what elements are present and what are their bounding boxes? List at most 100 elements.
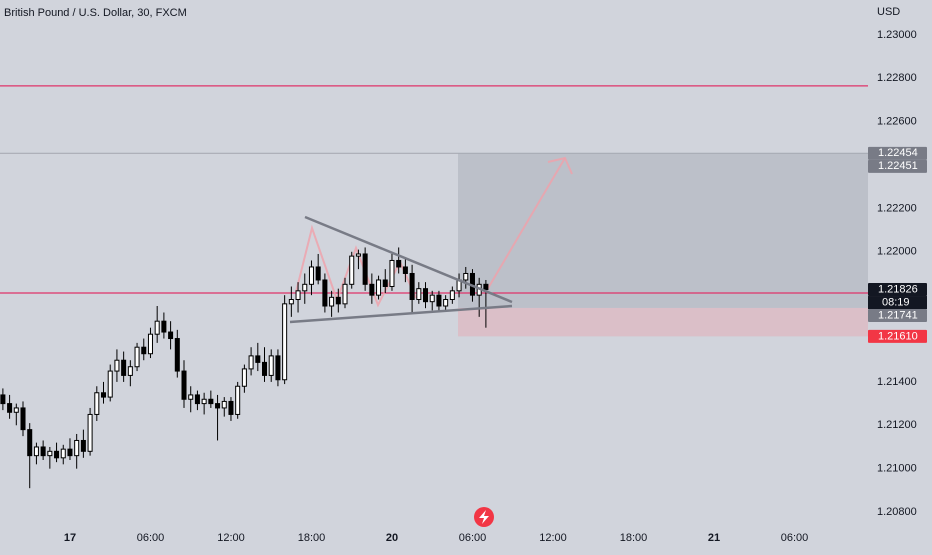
candle-body <box>429 294 435 303</box>
candle-body <box>483 283 489 291</box>
candle-body <box>54 450 60 459</box>
candle-body <box>40 446 46 457</box>
candle-body <box>308 266 314 285</box>
target-zone <box>458 153 868 308</box>
candle-body <box>436 294 442 307</box>
candle-body <box>141 346 147 355</box>
candle-body <box>382 279 388 287</box>
candle-body <box>389 259 395 287</box>
candle-body <box>168 331 174 340</box>
candle-body <box>181 370 187 400</box>
stop-zone <box>458 307 868 337</box>
candle-body <box>322 279 328 307</box>
candle-body <box>228 400 234 415</box>
x-tick-label: 17 <box>64 532 76 544</box>
price-label: 1.21741 <box>878 309 918 321</box>
candle-body <box>74 439 80 457</box>
candle-body <box>208 398 214 405</box>
candle-body <box>94 392 100 415</box>
candle-body <box>402 266 408 274</box>
candle-body <box>194 394 200 405</box>
candle-body <box>261 361 268 376</box>
candle-body <box>161 320 167 333</box>
price-label: 1.22451 <box>878 160 918 172</box>
candle-body <box>376 279 382 296</box>
candle-body <box>221 400 227 409</box>
y-tick-label: 1.21200 <box>877 419 917 431</box>
candle-body <box>282 303 288 381</box>
candle-body <box>255 355 261 363</box>
candle-body <box>268 355 274 376</box>
candle-body <box>302 283 308 292</box>
candle-body <box>241 368 247 387</box>
candle-body <box>33 446 39 457</box>
candle-body <box>127 366 133 376</box>
candle-body <box>449 290 455 301</box>
candle-body <box>362 253 368 285</box>
countdown: 08:19 <box>882 296 910 308</box>
candle-body <box>174 338 180 372</box>
candle-body <box>235 385 241 415</box>
y-tick-label: 1.22600 <box>877 116 917 128</box>
triangle-lower <box>289 304 513 324</box>
price-label: 1.21826 <box>878 283 918 295</box>
logo-icon <box>479 510 489 524</box>
projection-arrow <box>486 157 566 291</box>
candle-body <box>396 259 402 268</box>
candle-body <box>7 403 13 413</box>
candle-body <box>409 272 415 301</box>
candle-body <box>87 413 93 452</box>
candle-body <box>342 283 348 305</box>
y-tick-label: 1.23000 <box>877 29 917 41</box>
candle-body <box>80 439 86 452</box>
candle-body <box>369 283 375 296</box>
y-tick-label: 1.22800 <box>877 72 917 84</box>
x-tick-label: 18:00 <box>620 532 648 544</box>
x-tick-label: 06:00 <box>781 532 809 544</box>
x-tick-label: 06:00 <box>137 532 165 544</box>
candle-body <box>423 288 429 303</box>
triangle-upper <box>304 215 513 304</box>
candle-body <box>134 346 140 368</box>
candle-body <box>288 299 294 305</box>
x-tick-label: 21 <box>708 532 720 544</box>
candle-body <box>0 394 6 405</box>
candle-body <box>60 448 66 459</box>
x-tick-label: 12:00 <box>217 532 245 544</box>
candle-body <box>201 398 207 405</box>
candle-body <box>107 370 113 398</box>
candle-body <box>416 288 422 301</box>
candle-body <box>13 407 19 413</box>
y-tick-label: 1.21400 <box>877 376 917 388</box>
candle-body <box>47 450 53 457</box>
price-label-bg <box>868 159 927 173</box>
price-label: 1.22454 <box>878 147 918 159</box>
candle-body <box>67 448 73 457</box>
candle-body <box>188 394 194 400</box>
candle-body <box>100 392 107 398</box>
candle-body <box>275 355 281 381</box>
candle-body <box>355 253 361 257</box>
x-tick-label: 20 <box>386 532 398 544</box>
candle-body <box>443 299 449 307</box>
candle-body <box>335 296 341 305</box>
y-tick-label: 1.22000 <box>877 246 917 258</box>
candle-body <box>248 355 254 370</box>
price-axis <box>868 0 932 550</box>
candle-body <box>349 255 355 285</box>
y-tick-label: 1.21000 <box>877 463 917 475</box>
arrow-head <box>547 156 573 175</box>
price-label-bg <box>868 329 927 343</box>
price-label-bg <box>868 309 927 323</box>
x-tick-label: 06:00 <box>459 532 487 544</box>
candle-body <box>121 359 127 376</box>
chart-title: British Pound / U.S. Dollar, 30, FXCM <box>4 7 187 19</box>
x-tick-label: 12:00 <box>539 532 567 544</box>
price-label: 1.21610 <box>878 330 918 342</box>
candle-body <box>114 359 120 372</box>
y-tick-label: 1.22200 <box>877 202 917 214</box>
candle-body <box>215 403 221 409</box>
candle-body <box>154 320 160 335</box>
candle-body <box>315 266 321 281</box>
